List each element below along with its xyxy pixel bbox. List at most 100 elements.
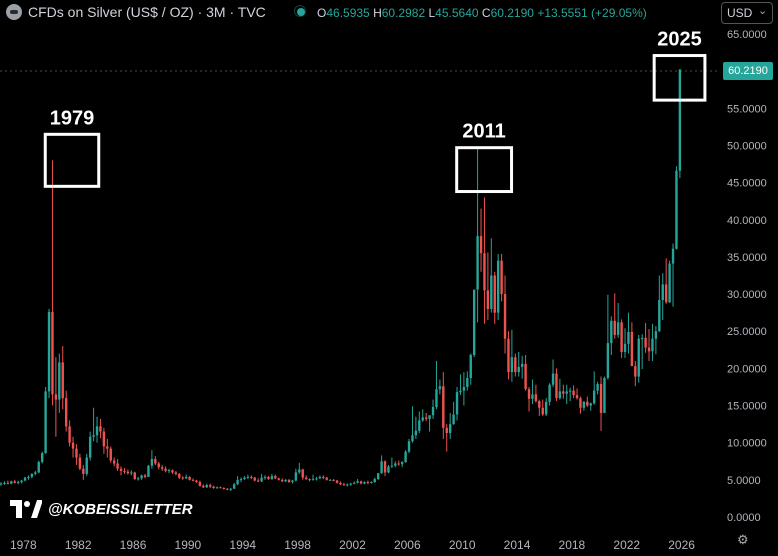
candle-body — [579, 398, 582, 408]
candle-body — [544, 401, 548, 415]
candle-body — [421, 417, 424, 421]
current-price-tag: 60.2190 — [723, 62, 773, 80]
candle — [68, 420, 71, 447]
candle — [34, 470, 37, 476]
candle — [99, 418, 102, 439]
candle — [363, 481, 366, 485]
candle — [575, 388, 579, 400]
candle-body — [476, 236, 479, 290]
candle — [658, 275, 661, 332]
candle-body — [130, 472, 133, 474]
candle — [339, 481, 342, 486]
candle — [582, 401, 586, 411]
chevron-down-icon: ⌄ — [758, 5, 768, 17]
candle-body — [0, 483, 3, 485]
tradingview-logo-icon — [10, 500, 42, 518]
candle-body — [400, 462, 404, 465]
candle — [637, 334, 640, 383]
candle — [356, 479, 359, 484]
candle — [452, 401, 455, 425]
candle — [44, 386, 47, 454]
y-tick-label: 5.0000 — [727, 475, 761, 487]
candle — [623, 328, 627, 358]
price-axis[interactable]: 65.000060.000055.000050.000045.000040.00… — [727, 29, 767, 524]
candle-body — [13, 481, 16, 483]
candle-body — [304, 477, 308, 480]
candle — [253, 476, 256, 482]
x-tick-label: 2002 — [339, 538, 366, 552]
candle — [572, 385, 575, 399]
symbol-title[interactable]: CFDs on Silver (US$ / OZ) · 3M · TVC — [28, 4, 266, 20]
candle-body — [435, 389, 438, 408]
candle-body — [404, 451, 407, 463]
candle — [6, 480, 10, 485]
candle-body — [452, 414, 455, 425]
candle — [397, 460, 400, 466]
candle — [380, 455, 383, 474]
y-tick-label: 25.0000 — [727, 326, 767, 338]
y-tick-label: 35.0000 — [727, 252, 767, 264]
candle — [510, 329, 514, 382]
candle-body — [335, 480, 339, 483]
candle — [586, 396, 589, 408]
candle — [496, 253, 500, 321]
candle — [92, 407, 95, 442]
candle — [318, 475, 322, 480]
candle — [647, 329, 651, 361]
candle-body — [668, 263, 671, 303]
candle-body — [455, 392, 459, 415]
candle — [651, 323, 654, 361]
candle — [294, 468, 298, 482]
highlight-box — [652, 54, 707, 102]
time-axis[interactable]: 1978 1982 1986 1990 1994 1998 2002 2006 2010 2014… — [10, 538, 695, 552]
close-value: 60.2190 — [490, 6, 534, 20]
candle — [411, 406, 414, 443]
x-tick-label: 1982 — [65, 538, 92, 552]
candle-body — [112, 460, 116, 464]
candle-body — [78, 457, 82, 469]
candle — [215, 486, 219, 489]
candle-body — [483, 253, 486, 291]
candle — [675, 166, 678, 250]
candle-body — [373, 479, 376, 483]
candle-body — [277, 478, 280, 480]
candle-body — [27, 476, 30, 478]
candle — [671, 243, 675, 307]
candle-body — [205, 485, 208, 488]
candle — [520, 355, 524, 379]
candle — [342, 482, 346, 486]
candle-body — [397, 463, 400, 465]
candle-body — [188, 476, 191, 480]
candle-body — [527, 389, 531, 399]
candle — [3, 481, 6, 486]
candle — [263, 475, 267, 480]
candle-body — [226, 488, 229, 490]
candle-body — [531, 394, 534, 399]
candle-body — [493, 275, 496, 313]
candle-body — [675, 170, 678, 249]
currency-select[interactable]: USD ⌄ — [721, 2, 773, 24]
candle — [476, 146, 479, 323]
candle — [349, 482, 352, 486]
candle-body — [202, 485, 205, 488]
candle — [514, 353, 517, 377]
candle — [490, 238, 493, 313]
candle-body — [551, 373, 555, 385]
candle — [579, 396, 582, 414]
settings-gear-icon[interactable]: ⚙ — [737, 532, 749, 547]
candle — [644, 323, 647, 353]
candle-body — [54, 394, 58, 400]
candle — [304, 475, 308, 480]
candle — [376, 473, 380, 480]
candle — [500, 253, 503, 302]
candle-body — [315, 478, 318, 480]
candle — [88, 431, 92, 461]
candle-body — [376, 473, 380, 480]
candle-body — [274, 476, 277, 479]
candle-body — [284, 479, 287, 482]
candle — [112, 457, 116, 467]
candle — [472, 289, 476, 358]
candle — [130, 470, 133, 476]
candle-body — [339, 482, 342, 485]
